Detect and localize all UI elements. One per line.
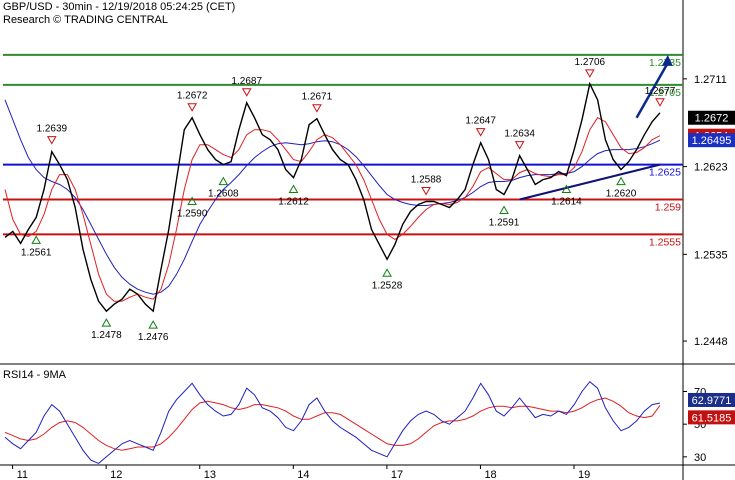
swing-low-marker-13: [499, 205, 509, 214]
swing-low-label-17: 1.2620: [606, 189, 637, 200]
rsi-line: [4, 380, 661, 464]
chart-subtitle: Research © TRADING CENTRAL: [3, 14, 168, 26]
price-tick-label-2: 1.2535: [694, 249, 728, 261]
swing-low-marker-15: [561, 184, 572, 194]
swing-low-marker-8: [288, 184, 299, 194]
projection-arrow-head: [661, 54, 673, 66]
swing-low-marker-6: [218, 176, 229, 186]
price-badge-label-2: 1.26495: [692, 135, 732, 147]
swing-high-label-7: 1.2687: [231, 76, 262, 87]
swing-low-label-5: 1.2590: [177, 209, 208, 220]
swing-high-marker-14: [514, 141, 525, 150]
price-badge-0: [688, 110, 735, 125]
chart-title: GBP/USD - 30min - 12/19/2018 05:24:25 (C…: [3, 1, 236, 13]
price-badge-2: [688, 133, 735, 148]
swing-low-marker-3: [148, 320, 159, 329]
level-label-2: 1.2625: [649, 167, 681, 179]
swing-high-label-14: 1.2634: [504, 129, 535, 140]
swing-low-label-1: 1.2561: [21, 247, 52, 258]
swing-high-label-9: 1.2671: [302, 92, 333, 103]
level-label-4: 1.2555: [649, 236, 681, 248]
price-tick-label-0: 1.2711: [694, 74, 727, 86]
swing-high-marker-16: [584, 69, 595, 78]
time-tick-label-6: 19: [578, 469, 590, 480]
price-tick-label-3: 1.2448: [694, 336, 728, 348]
price-line: [4, 81, 661, 313]
ma-fast-line: [4, 117, 661, 302]
time-tick-label-0: 11: [17, 469, 28, 480]
swing-low-marker-5: [187, 196, 198, 206]
swing-high-marker-18: [655, 98, 665, 107]
time-tick-label-3: 14: [297, 469, 309, 480]
swing-low-label-3: 1.2476: [138, 332, 169, 343]
swing-high-marker-4: [187, 103, 198, 112]
swing-high-label-4: 1.2672: [177, 91, 208, 102]
level-label-3: 1.259: [655, 201, 681, 213]
rsi-tick-label-2: 30: [694, 452, 706, 464]
rsi-ma-line: [4, 397, 661, 451]
rsi-title: RSI14 - 9MA: [3, 369, 67, 381]
swing-high-marker-12: [475, 128, 486, 137]
swing-low-label-15: 1.2614: [551, 197, 582, 208]
swing-low-marker-10: [382, 268, 392, 277]
swing-low-label-6: 1.2608: [208, 189, 239, 200]
swing-high-label-12: 1.2647: [465, 116, 496, 127]
level-label-1: 1.2705: [649, 87, 681, 99]
swing-high-marker-7: [241, 88, 252, 97]
rsi-badge-label-1: 61.5185: [692, 412, 732, 424]
swing-low-label-13: 1.2591: [489, 217, 520, 228]
swing-low-label-10: 1.2528: [372, 280, 403, 291]
swing-high-marker-9: [312, 104, 322, 113]
price-badge-label-0: 1.2672: [695, 113, 729, 125]
swing-high-label-18: 1.2677: [645, 86, 676, 97]
rsi-badge-1: [688, 410, 735, 425]
ma-slow-line: [4, 99, 661, 295]
swing-high-marker-0: [46, 136, 57, 145]
swing-low-label-8: 1.2612: [278, 197, 309, 208]
swing-low-marker-2: [101, 318, 112, 327]
time-tick-label-1: 12: [110, 469, 122, 480]
time-tick-label-2: 13: [204, 469, 216, 480]
time-tick-label-4: 17: [391, 469, 403, 480]
swing-high-label-0: 1.2639: [36, 124, 67, 135]
swing-high-label-11: 1.2588: [411, 174, 442, 185]
swing-high-label-16: 1.2706: [575, 57, 606, 68]
swing-low-marker-17: [616, 176, 626, 186]
rsi-badge-label-0: 62.9771: [692, 395, 732, 407]
trendline: [519, 163, 661, 201]
swing-low-marker-1: [31, 235, 42, 244]
time-tick-label-5: 18: [484, 469, 496, 480]
price-tick-label-1: 1.2623: [694, 162, 728, 174]
swing-high-marker-11: [421, 186, 431, 196]
projection-arrow-shaft: [635, 62, 669, 119]
swing-low-label-2: 1.2478: [91, 330, 122, 341]
rsi-badge-0: [688, 392, 735, 407]
